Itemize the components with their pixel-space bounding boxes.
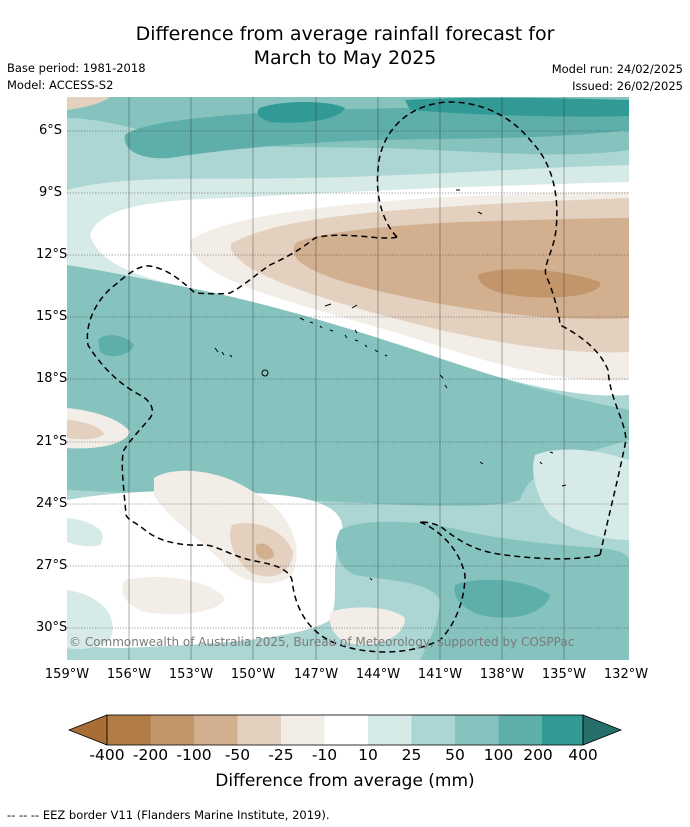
colorbar-tick-label: 25 (401, 746, 422, 764)
colorbar-swatch (107, 715, 151, 745)
colorbar-swatch (411, 715, 455, 745)
fill-mid-wet-50-100 (67, 265, 629, 506)
colorbar-tick-label: -100 (176, 746, 212, 764)
colorbar-swatch (542, 715, 583, 745)
fill-lower-dry-50 (256, 543, 274, 560)
colorbar-tick-label: -400 (89, 746, 125, 764)
colorbar-swatch (150, 715, 194, 745)
lon-label: 156°W (106, 667, 152, 682)
lon-label: 132°W (603, 667, 649, 682)
lon-label: 153°W (168, 667, 214, 682)
fill-corner-dry (67, 97, 110, 110)
lat-label: 12°S (36, 247, 68, 262)
colorbar-swatch (368, 715, 412, 745)
meta-right: Model run: 24/02/2025 Issued: 26/02/2025 (552, 61, 683, 95)
lat-label: 21°S (36, 434, 68, 449)
copyright-notice: © Commonwealth of Australia 2025, Bureau… (69, 635, 575, 649)
colorbar-title: Difference from average (mm) (215, 771, 475, 791)
fill-left-bottom-light (67, 518, 103, 547)
lon-label: 159°W (44, 667, 90, 682)
colorbar-swatch (237, 715, 281, 745)
lon-label: 141°W (417, 667, 463, 682)
colorbar (67, 714, 623, 746)
issued-date: Issued: 26/02/2025 (572, 79, 683, 93)
colorbar-outline (106, 714, 584, 746)
colorbar-swatch (324, 715, 368, 745)
fill-top-200-400 (257, 102, 345, 123)
colorbar-extend-low (67, 714, 108, 746)
colorbar-tick-label: -25 (268, 746, 294, 764)
colorbar-tick-label: -10 (311, 746, 338, 764)
map-plot-area (67, 97, 629, 660)
colorbar-tick-label: 200 (523, 746, 553, 764)
lon-label: 135°W (541, 667, 587, 682)
title-line-1: Difference from average rainfall forecas… (135, 23, 555, 45)
colorbar-swatch (194, 715, 238, 745)
title-line-2: March to May 2025 (253, 47, 437, 69)
lon-label: 150°W (230, 667, 276, 682)
lat-label: 9°S (38, 185, 62, 200)
lon-label: 144°W (355, 667, 401, 682)
fill-lower-dry-patch (122, 576, 225, 615)
colorbar-swatch (498, 715, 542, 745)
islands (214, 189, 567, 581)
colorbar-tick-label: 100 (483, 746, 514, 764)
fill-top-100-200 (124, 107, 629, 159)
colorbar-extend-high (582, 714, 623, 746)
colorbar-swatch (281, 715, 325, 745)
colorbar-tick-label: 400 (568, 746, 598, 764)
colorbar-swatch (455, 715, 499, 745)
eez-legend-note: -- -- -- EEZ border V11 (Flanders Marine… (7, 808, 330, 822)
lat-label: 30°S (36, 620, 68, 635)
graticule-lat (67, 130, 629, 629)
fill-mid-wet-100-200 (98, 335, 134, 357)
colorbar-tick-label: 10 (358, 746, 378, 764)
lon-label: 147°W (293, 667, 339, 682)
lat-label: 6°S (38, 123, 62, 138)
lat-label: 15°S (36, 309, 68, 324)
colorbar-tick-label: 50 (445, 746, 465, 764)
lon-label: 138°W (479, 667, 525, 682)
lat-label: 27°S (36, 558, 68, 573)
lat-label: 24°S (36, 496, 68, 511)
lat-label: 18°S (36, 371, 68, 386)
meta-left: Base period: 1981-2018 Model: ACCESS-S2 (7, 60, 146, 94)
fill-left-dry-25 (67, 420, 104, 440)
model-run: Model run: 24/02/2025 (551, 62, 683, 76)
map-title: Difference from average rainfall forecas… (0, 22, 690, 70)
fill-right-light (533, 449, 629, 540)
fill-dry-minus100 (478, 269, 601, 298)
fill-lower-left-light (67, 590, 113, 650)
base-period: Base period: 1981-2018 (7, 61, 146, 75)
colorbar-tick-label: -50 (224, 746, 251, 764)
colorbar-tick-label: -200 (132, 746, 169, 764)
eez-borders (86, 101, 627, 653)
fill-bottom-dry-patch (329, 607, 405, 645)
model-name: Model: ACCESS-S2 (7, 78, 114, 92)
